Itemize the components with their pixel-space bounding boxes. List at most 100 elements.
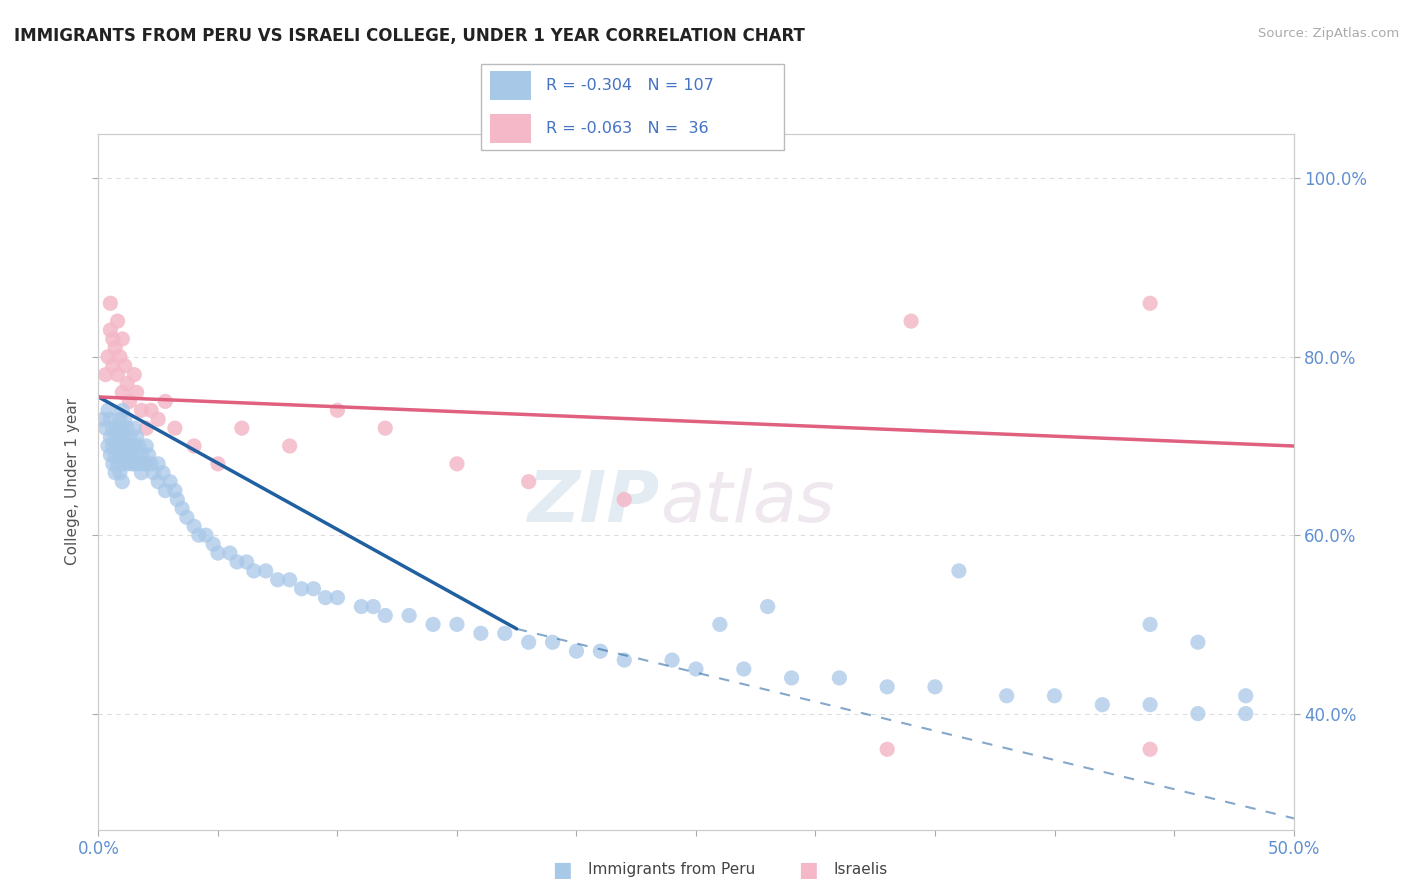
Point: [1139, 617, 1161, 632]
Point: [148, 475, 170, 489]
Point: [98, 412, 122, 426]
Point: [118, 448, 141, 462]
Point: [104, 341, 127, 355]
Point: [828, 671, 851, 685]
Point: [94, 368, 117, 382]
Text: atlas: atlas: [661, 468, 835, 537]
Point: [207, 546, 229, 560]
Point: [446, 457, 468, 471]
Point: [131, 448, 153, 462]
Point: [108, 448, 131, 462]
Point: [780, 671, 803, 685]
Point: [118, 394, 141, 409]
Point: [135, 439, 157, 453]
Text: Israelis: Israelis: [834, 863, 889, 877]
Point: [613, 492, 636, 507]
Point: [101, 332, 124, 346]
Point: [107, 421, 129, 435]
Point: [183, 439, 205, 453]
Point: [374, 608, 396, 623]
Point: [243, 564, 266, 578]
Point: [350, 599, 373, 614]
Point: [107, 457, 129, 471]
Point: [108, 412, 131, 426]
Point: [128, 439, 150, 453]
Point: [124, 439, 146, 453]
Point: [470, 626, 492, 640]
Point: [124, 457, 146, 471]
Point: [517, 475, 540, 489]
Point: [139, 403, 162, 417]
Point: [374, 421, 396, 435]
Point: [124, 368, 146, 382]
Point: [924, 680, 946, 694]
Point: [398, 608, 420, 623]
Point: [267, 573, 290, 587]
Point: [98, 323, 122, 337]
Text: Source: ZipAtlas.com: Source: ZipAtlas.com: [1258, 27, 1399, 40]
Point: [326, 591, 349, 605]
Point: [756, 599, 779, 614]
Point: [1091, 698, 1114, 712]
Point: [115, 376, 138, 391]
Point: [148, 412, 170, 426]
Point: [125, 448, 148, 462]
Point: [111, 403, 134, 417]
Point: [876, 680, 898, 694]
Point: [125, 385, 148, 400]
Point: [1043, 689, 1066, 703]
Point: [108, 350, 131, 364]
Text: R = -0.063   N =  36: R = -0.063 N = 36: [546, 121, 709, 136]
Point: [155, 483, 177, 498]
Point: [111, 385, 134, 400]
Point: [422, 617, 444, 632]
Point: [114, 430, 136, 444]
Point: [148, 457, 170, 471]
Point: [142, 466, 165, 480]
Point: [231, 421, 253, 435]
Point: [111, 457, 134, 471]
Point: [114, 359, 136, 373]
Point: [101, 439, 124, 453]
Point: [172, 501, 194, 516]
Point: [155, 394, 177, 409]
Point: [108, 466, 131, 480]
Point: [219, 546, 242, 560]
Point: [187, 528, 209, 542]
Point: [101, 359, 124, 373]
Point: [104, 448, 127, 462]
Text: R = -0.304   N = 107: R = -0.304 N = 107: [546, 78, 714, 93]
Text: ■: ■: [799, 860, 818, 880]
Point: [446, 617, 468, 632]
Point: [91, 412, 114, 426]
Point: [302, 582, 325, 596]
Point: [589, 644, 612, 658]
Point: [128, 457, 150, 471]
Point: [135, 457, 157, 471]
Point: [98, 296, 122, 310]
Point: [98, 448, 122, 462]
Point: [900, 314, 922, 328]
Point: [111, 421, 134, 435]
Point: [97, 403, 120, 417]
Point: [131, 466, 153, 480]
Point: [107, 368, 129, 382]
Point: [104, 466, 127, 480]
Point: [111, 439, 134, 453]
Point: [104, 430, 127, 444]
Point: [1139, 698, 1161, 712]
Point: [876, 742, 898, 756]
Text: Immigrants from Peru: Immigrants from Peru: [588, 863, 755, 877]
Point: [733, 662, 755, 676]
Point: [315, 591, 337, 605]
Point: [107, 439, 129, 453]
Point: [1139, 296, 1161, 310]
Text: ■: ■: [553, 860, 572, 880]
Point: [115, 421, 138, 435]
Point: [254, 564, 277, 578]
FancyBboxPatch shape: [481, 64, 785, 150]
Point: [278, 439, 301, 453]
Point: [226, 555, 249, 569]
Point: [709, 617, 731, 632]
Point: [202, 537, 225, 551]
